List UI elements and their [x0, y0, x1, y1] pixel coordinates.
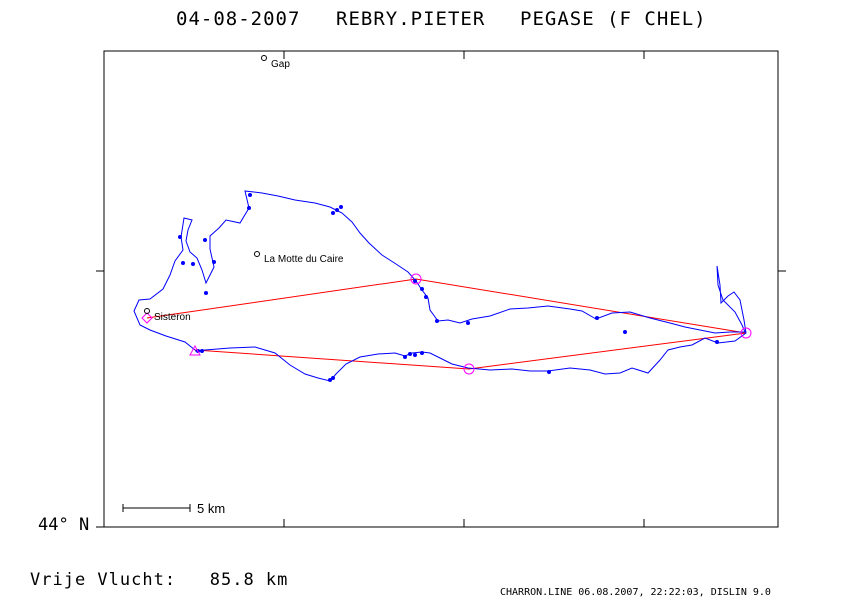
flight-track	[133, 190, 747, 382]
header-date: 04-08-2007	[176, 8, 301, 30]
town-marker-icon	[144, 308, 150, 314]
task-line	[146, 278, 747, 370]
latitude-label: 44° N	[38, 515, 90, 535]
town-gap: Gap	[261, 55, 290, 70]
start-diamond-icon	[141, 312, 153, 324]
finish-triangle-icon	[189, 344, 201, 356]
town-marker-icon	[254, 251, 260, 257]
town-sisteron: Sisteron	[144, 308, 191, 323]
turnpoint-2	[740, 327, 752, 339]
scale-bar: 5 km	[122, 501, 225, 516]
town-label-gap: Gap	[271, 59, 290, 70]
header-pilot: REBRY.PIETER	[336, 8, 486, 30]
distance-summary: Vrije Vlucht: 85.8 km	[30, 570, 289, 590]
town-marker-icon	[261, 55, 267, 61]
town-la-motte: La Motte du Caire	[254, 251, 344, 265]
footer-info: CHARRON.LINE 06.08.2007, 22:22:03, DISLI…	[500, 587, 771, 598]
turnpoints	[141, 273, 752, 375]
town-label-sisteron: Sisteron	[154, 312, 191, 323]
scale-label: 5 km	[197, 501, 225, 516]
frame-ticks	[96, 51, 786, 528]
turnpoint-3	[463, 363, 475, 375]
turnpoint-1	[410, 273, 422, 285]
header-glider: PEGASE (F CHEL)	[520, 8, 707, 30]
map-frame	[103, 50, 779, 528]
thermal-markers	[178, 193, 719, 382]
town-label-la-motte: La Motte du Caire	[264, 254, 344, 265]
